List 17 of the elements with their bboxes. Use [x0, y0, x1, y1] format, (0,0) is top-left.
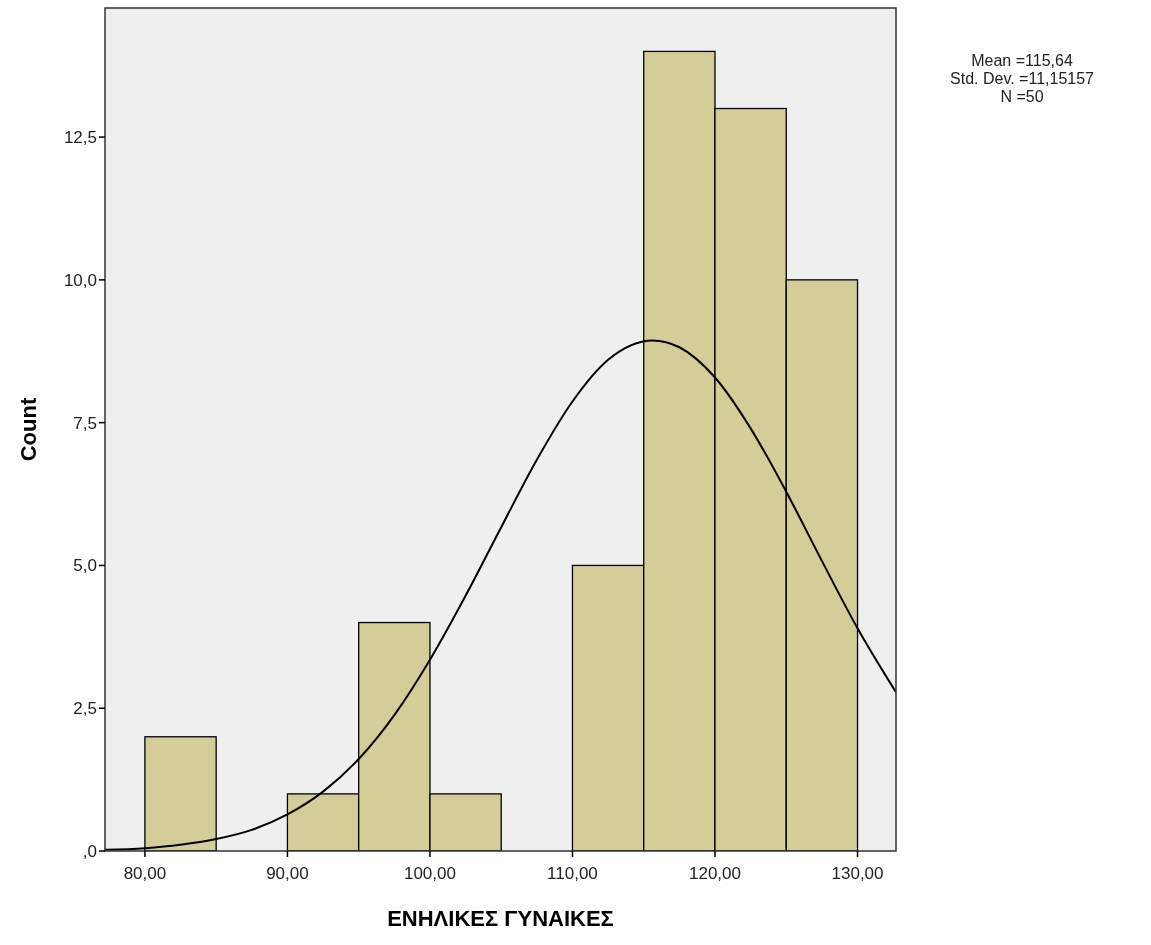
text: N =50 — [1000, 88, 1044, 105]
y-tick-label: 7,5 — [73, 413, 97, 433]
y-tick-label: 2,5 — [73, 699, 97, 719]
y-tick-label: 5,0 — [73, 556, 97, 576]
x-tick-label: 100,00 — [403, 864, 456, 883]
y-tick-label: ,0 — [82, 841, 97, 861]
x-tick-label: 120,00 — [689, 864, 741, 883]
text: Mean =115,64 — [971, 52, 1073, 69]
x-tick-label: 110,00 — [547, 864, 598, 883]
text: Std. Dev. =11,15157 — [950, 70, 1095, 87]
x-tick-label: 130,00 — [831, 864, 884, 883]
y-axis-title: Count — [16, 397, 41, 462]
x-tick-label: 90,00 — [266, 864, 309, 883]
x-axis-title: ΕΝΗΛΙΚΕΣ ΓΥΝΑΙΚΕΣ — [387, 906, 614, 931]
x-tick-label: 80,00 — [123, 864, 167, 883]
y-tick-label: 10,0 — [63, 270, 97, 290]
y-tick-label: 12,5 — [63, 128, 97, 148]
